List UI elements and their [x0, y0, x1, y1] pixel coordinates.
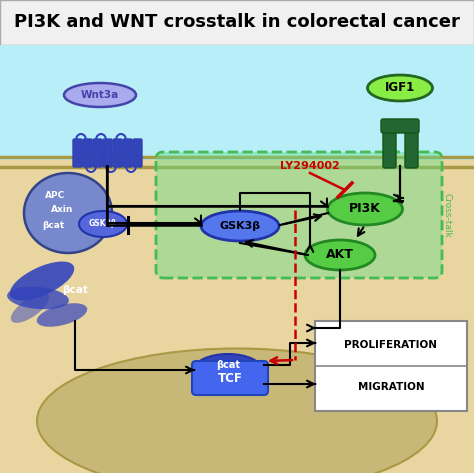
Ellipse shape: [37, 349, 437, 473]
Bar: [0, 0, 474, 45]
Ellipse shape: [10, 262, 74, 300]
Bar: [0, 160, 474, 473]
Ellipse shape: [328, 193, 402, 225]
Ellipse shape: [201, 211, 279, 241]
FancyBboxPatch shape: [103, 139, 112, 167]
Text: PI3K and WNT crosstalk in colorectal cancer: PI3K and WNT crosstalk in colorectal can…: [14, 14, 460, 32]
Ellipse shape: [37, 303, 87, 327]
Ellipse shape: [24, 173, 112, 253]
Text: APC: APC: [45, 191, 65, 200]
Text: PI3K: PI3K: [349, 202, 381, 216]
Text: MIGRATION: MIGRATION: [358, 382, 424, 392]
Text: Cross-talk: Cross-talk: [443, 193, 452, 237]
Ellipse shape: [64, 83, 136, 107]
Text: TCF: TCF: [218, 371, 242, 385]
Text: LY294002: LY294002: [280, 161, 340, 171]
Ellipse shape: [367, 75, 432, 101]
Text: βcat: βcat: [42, 220, 64, 229]
Text: GSK3β: GSK3β: [89, 219, 117, 228]
FancyBboxPatch shape: [381, 119, 419, 133]
FancyBboxPatch shape: [123, 139, 132, 167]
Bar: [315, 321, 467, 411]
Ellipse shape: [7, 287, 69, 309]
FancyBboxPatch shape: [156, 152, 442, 278]
Ellipse shape: [79, 211, 127, 237]
Text: βcat: βcat: [62, 285, 88, 295]
FancyBboxPatch shape: [93, 139, 102, 167]
Text: IGF1: IGF1: [385, 81, 415, 95]
Text: AKT: AKT: [326, 248, 354, 262]
FancyBboxPatch shape: [405, 120, 418, 168]
Text: βcat: βcat: [216, 360, 240, 370]
FancyBboxPatch shape: [383, 120, 396, 168]
FancyBboxPatch shape: [192, 361, 268, 395]
Ellipse shape: [305, 240, 375, 270]
FancyBboxPatch shape: [73, 139, 82, 167]
FancyBboxPatch shape: [83, 139, 92, 167]
Text: PROLIFERATION: PROLIFERATION: [345, 340, 438, 350]
Ellipse shape: [11, 293, 49, 323]
Text: Axin: Axin: [51, 205, 73, 214]
Ellipse shape: [194, 354, 262, 386]
Text: GSK3β: GSK3β: [219, 221, 261, 231]
Text: Wnt3a: Wnt3a: [81, 90, 119, 100]
FancyBboxPatch shape: [113, 139, 122, 167]
FancyBboxPatch shape: [133, 139, 142, 167]
Bar: [0, 45, 474, 165]
